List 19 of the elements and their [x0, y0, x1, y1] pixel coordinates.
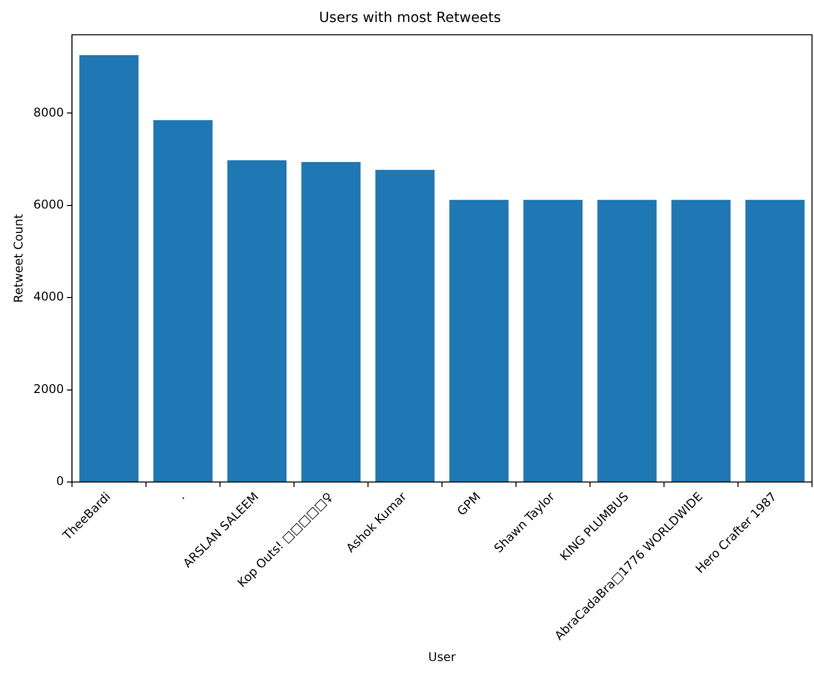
bar [375, 170, 435, 482]
x-tick-label: . [174, 490, 188, 502]
bar [79, 55, 139, 482]
bar [597, 200, 657, 482]
y-tick-label: 6000 [33, 198, 64, 212]
chart-title: Users with most Retweets [319, 10, 501, 26]
y-tick-label: 2000 [33, 382, 64, 396]
y-tick-label: 0 [56, 474, 64, 488]
bar [301, 162, 361, 482]
bar [745, 200, 805, 482]
bar [523, 200, 583, 482]
bar [449, 200, 509, 482]
y-tick-label: 4000 [33, 290, 64, 304]
bar [227, 160, 287, 482]
y-axis-title: Retweet Count [11, 214, 26, 303]
y-tick-label: 8000 [33, 105, 64, 120]
x-axis-title: User [428, 650, 456, 664]
bar [153, 120, 213, 482]
bar [671, 200, 731, 482]
